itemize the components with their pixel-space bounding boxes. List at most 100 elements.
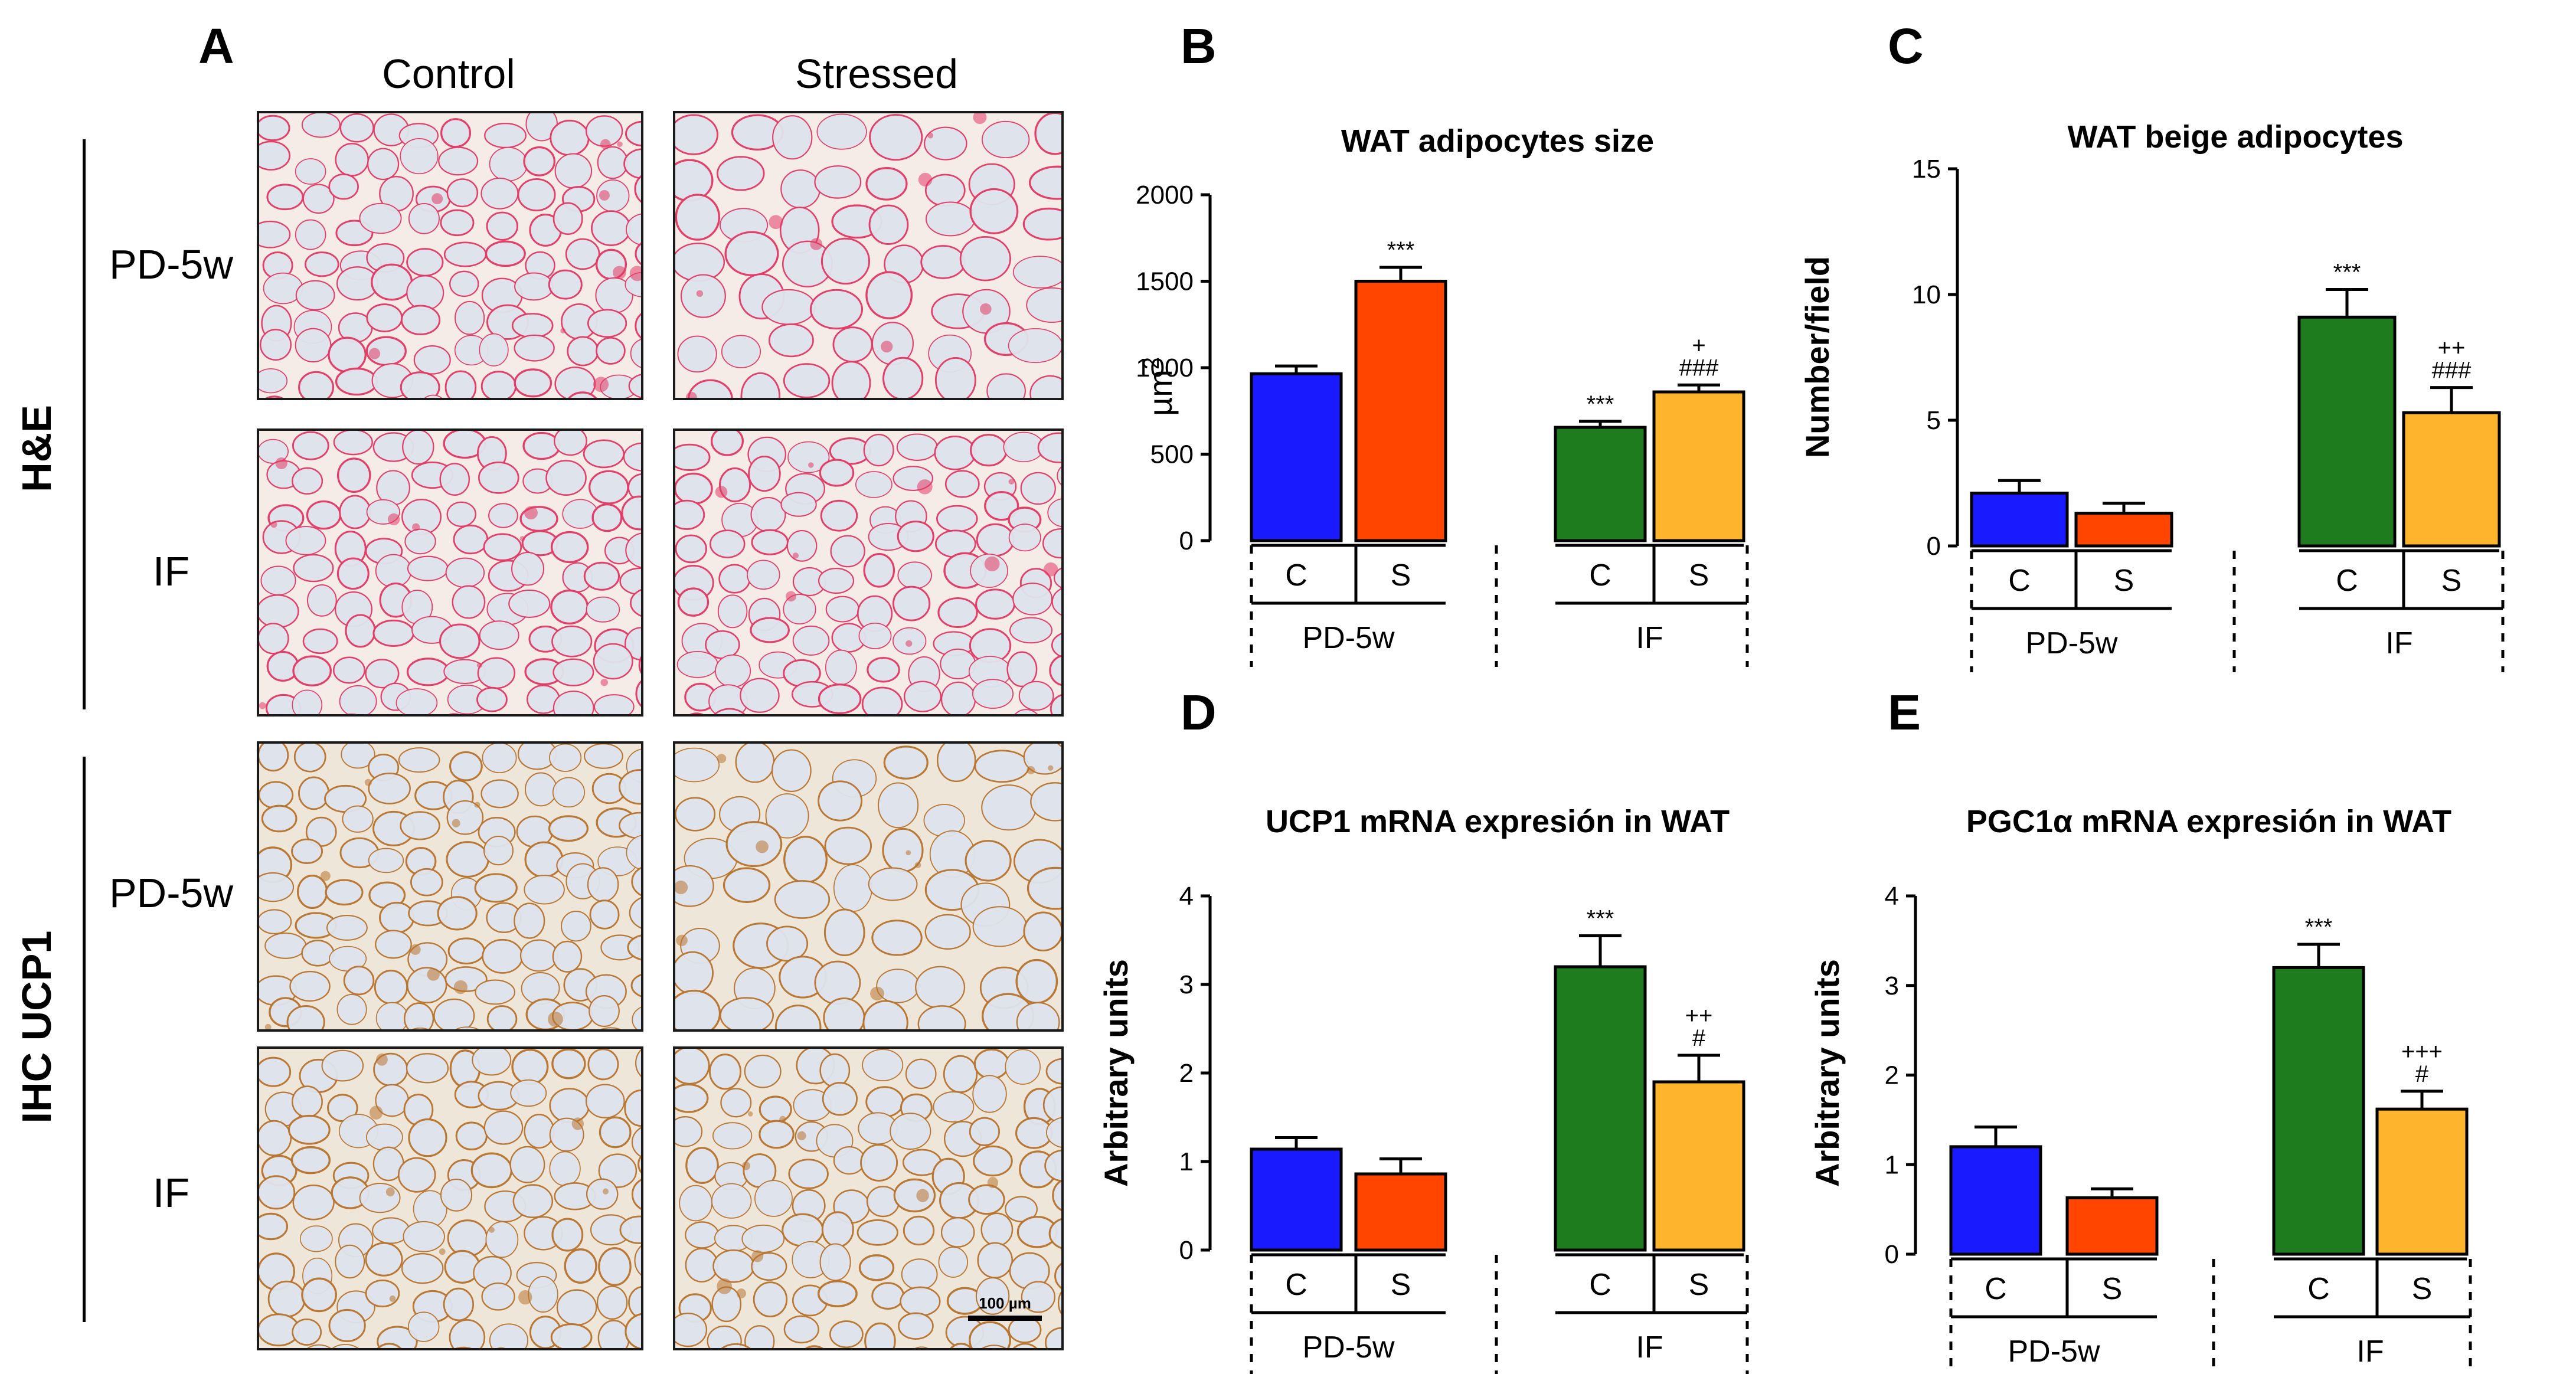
adipocyte-cell [545, 460, 587, 496]
adipocyte-cell [970, 434, 1008, 467]
adipocyte-cell [264, 933, 307, 959]
group-label: IF [2356, 1334, 2384, 1369]
stroma-spot [736, 1288, 746, 1298]
adipocyte-cell [407, 555, 449, 581]
adipocyte-cell [259, 329, 292, 361]
stroma-spot [571, 1117, 584, 1130]
adipocyte-cell [335, 142, 369, 176]
stroma-spot [742, 1162, 751, 1170]
adipocyte-cell [712, 1249, 755, 1283]
y-tick-label: 10 [1912, 280, 1941, 309]
adipocyte-cell [596, 336, 626, 365]
adipocyte-cell [969, 1117, 1001, 1146]
adipocyte-cell [591, 210, 631, 246]
stroma-spot [519, 536, 525, 542]
adipocyte-cell [301, 1277, 337, 1313]
adipocyte-cell [677, 587, 710, 617]
y-tick-label: 3 [1885, 971, 1899, 1000]
adipocyte-cell [858, 1254, 895, 1281]
adipocyte-cell [1015, 958, 1058, 1005]
y-tick-label: 5 [1927, 406, 1941, 435]
adipocyte-cell [433, 998, 475, 1029]
adipocyte-cell [823, 908, 865, 957]
bar-s-pd5w [1354, 1172, 1447, 1252]
stroma-spot [439, 1248, 446, 1255]
adipocyte-cell [715, 654, 751, 688]
adipocyte-cell [587, 309, 627, 338]
adipocyte-cell [1012, 256, 1061, 289]
adipocyte-cell [395, 688, 438, 714]
adipocyte-cell [896, 433, 938, 461]
adipocyte-cell [938, 1246, 968, 1278]
adipocyte-cell [759, 1120, 795, 1149]
adipocyte-cell [936, 744, 976, 783]
adipocyte-cell [980, 1212, 1014, 1247]
adipocyte-cell [479, 620, 519, 650]
adipocyte-cell [470, 1152, 513, 1189]
adipocyte-cell [410, 868, 443, 897]
adipocyte-cell [551, 1049, 586, 1079]
adipocyte-cell [632, 1006, 641, 1029]
adipocyte-cell [400, 138, 439, 175]
adipocyte-cell [374, 970, 408, 1005]
micrograph-he-control-if [257, 428, 643, 717]
adipocyte-cell [900, 1286, 941, 1317]
adipocyte-cell [869, 114, 923, 161]
adipocyte-cell [882, 356, 924, 398]
micrograph-he-control-pd5w [257, 111, 643, 400]
adipocyte-cell [339, 685, 377, 714]
bar-c-if [2297, 315, 2397, 548]
adipocyte-cell [861, 686, 903, 714]
adipocyte-cell [761, 289, 816, 325]
adipocyte-cell [623, 148, 641, 179]
category-label: C [2336, 564, 2358, 598]
adipocyte-cell [553, 691, 594, 714]
stroma-spot [797, 1131, 806, 1141]
adipocyte-cell [959, 235, 1011, 282]
y-tick-label: 15 [1912, 155, 1941, 184]
adipocyte-cell [589, 899, 620, 930]
adipocyte-cell [424, 394, 443, 398]
adipocyte-cell [587, 1049, 619, 1081]
adipocyte-cell [452, 585, 486, 619]
micrograph-ihc-control-pd5w [257, 741, 643, 1032]
adipocyte-cell [583, 561, 620, 591]
adipocyte-cell [933, 1091, 975, 1123]
adipocyte-cell [768, 323, 814, 358]
chart-title: UCP1 mRNA expresión in WAT [1266, 804, 1730, 839]
adipocyte-cell [597, 1320, 630, 1348]
adipocyte-cell [816, 113, 867, 150]
micrograph-texture [675, 1049, 1061, 1348]
adipocyte-cell [934, 357, 976, 398]
stroma-spot [259, 702, 266, 709]
micrograph-texture [259, 431, 641, 714]
adipocyte-cell [1018, 681, 1054, 711]
adipocyte-cell [406, 967, 447, 1004]
he-bracket-line [83, 139, 86, 709]
chart-c-wat-beige-adipocytes: WAT beige adipocytes 0 5 10 15 Number/field **… [1799, 119, 2505, 672]
adipocyte-cell [446, 178, 479, 208]
significance-mark: *** [2333, 259, 2361, 285]
adipocyte-cell [725, 821, 783, 868]
adipocyte-cell [817, 1280, 858, 1308]
adipocyte-cell [488, 503, 518, 528]
adipocyte-cell [453, 524, 489, 555]
chart-b-wat-adipocyte-size: WAT adipocytes size 0 500 1000 1500 2000 µm2 **… [1136, 123, 1749, 667]
stroma-spot [917, 479, 933, 495]
adipocyte-cell [820, 237, 871, 285]
adipocyte-cell [981, 120, 1030, 159]
adipocyte-cell [740, 372, 781, 398]
adipocyte-cell [623, 442, 641, 472]
adipocyte-cell [675, 797, 716, 832]
adipocyte-cell [293, 554, 334, 583]
adipocyte-cell [792, 625, 830, 656]
y-axis-label: Arbitrary units [1809, 959, 1846, 1187]
adipocyte-cell [397, 1157, 436, 1193]
adipocyte-cell [404, 528, 436, 555]
adipocyte-cell [1021, 1281, 1056, 1313]
adipocyte-cell [439, 463, 470, 496]
adipocyte-cell [747, 560, 780, 590]
adipocyte-cell [443, 1287, 475, 1321]
adipocyte-cell [296, 874, 328, 910]
adipocyte-cell [685, 1147, 719, 1185]
